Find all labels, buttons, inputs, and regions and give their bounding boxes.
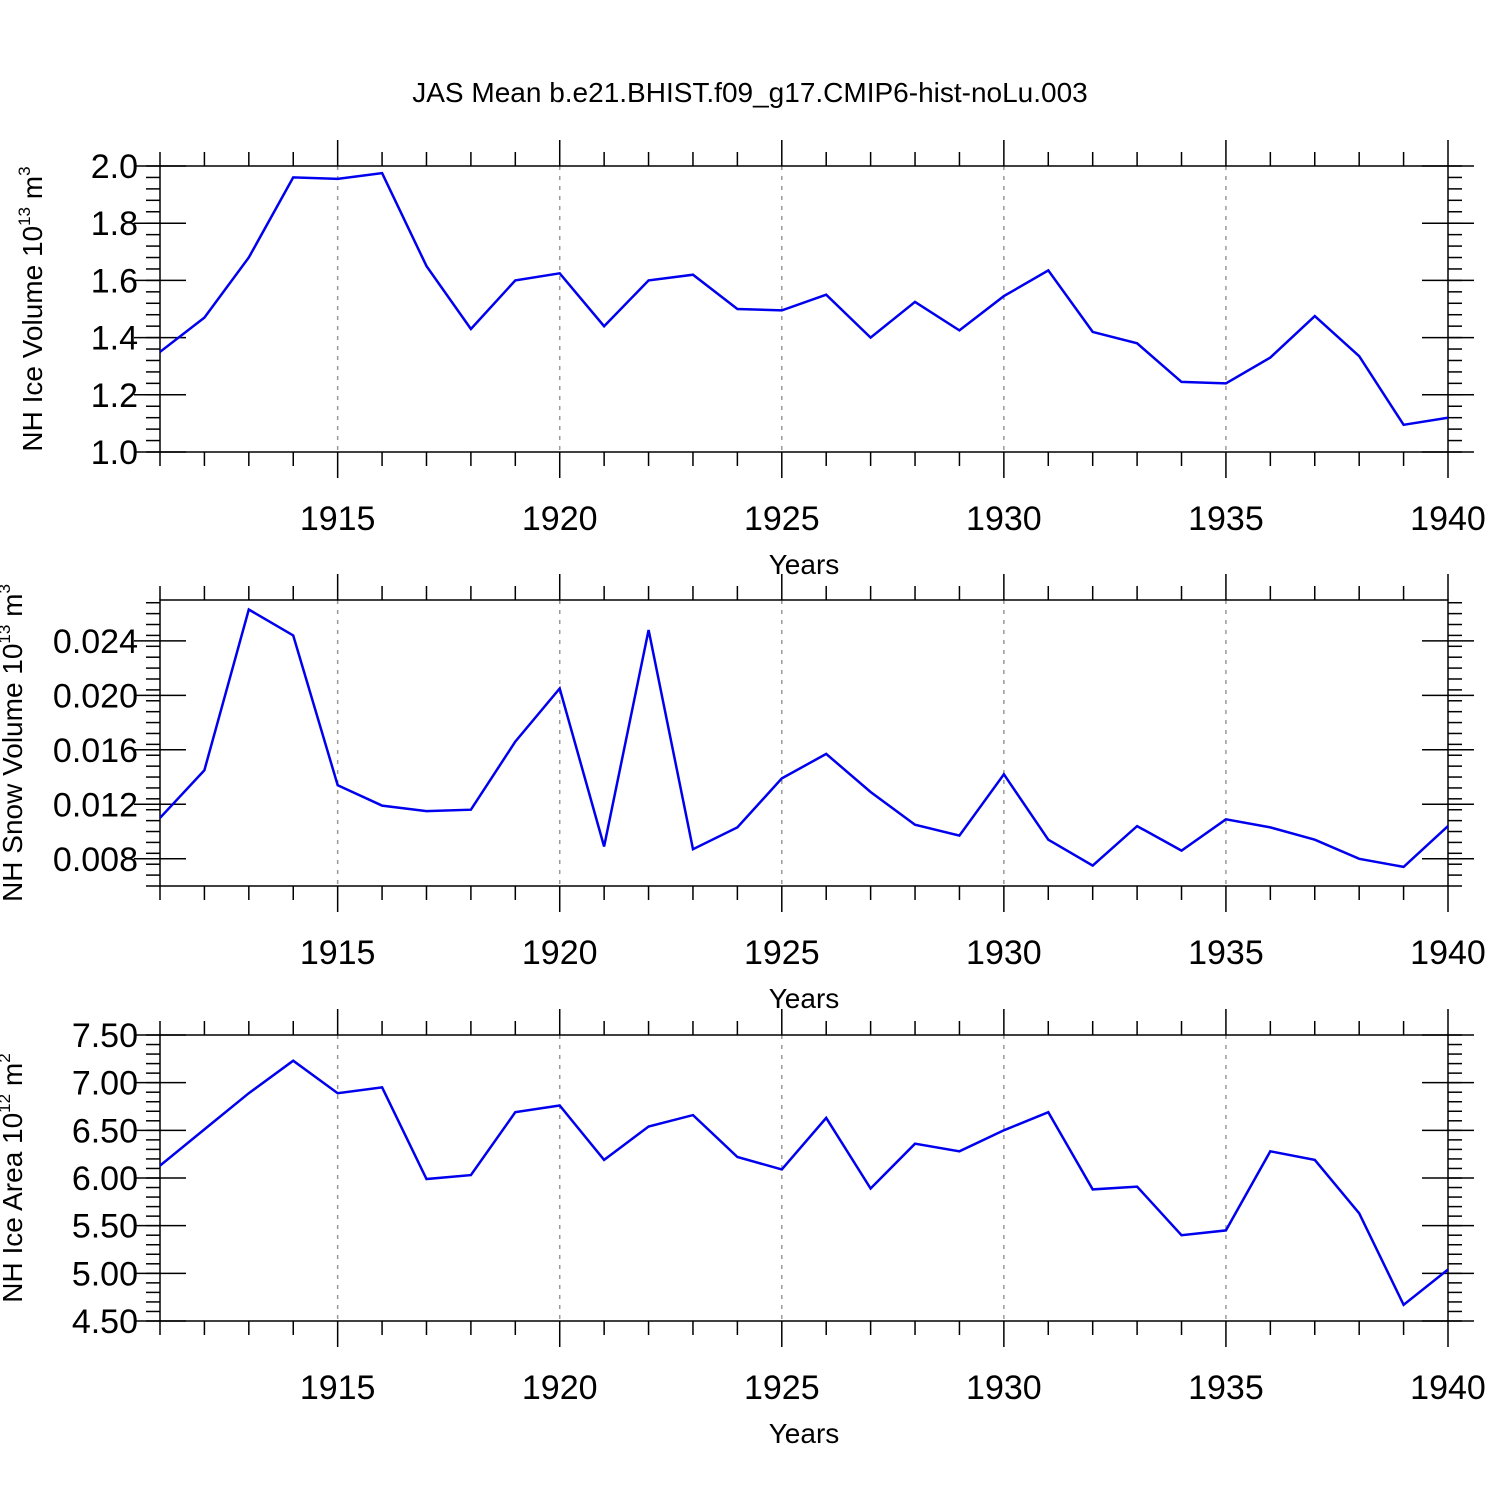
y-tick-label: 5.00 <box>72 1255 138 1293</box>
figure-title: JAS Mean b.e21.BHIST.f09_g17.CMIP6-hist-… <box>412 77 1088 108</box>
x-tick-label: 1920 <box>522 500 598 538</box>
y-tick-label: 7.00 <box>72 1065 138 1103</box>
x-tick-label: 1930 <box>966 934 1042 972</box>
y-axis-label: NH Snow Volume 1013 m3 <box>0 584 28 902</box>
x-axis-label: Years <box>769 549 840 580</box>
y-tick-label: 0.024 <box>53 623 138 661</box>
x-tick-label: 1935 <box>1188 934 1264 972</box>
y-axis-label: NH Ice Volume 1013 m3 <box>15 166 48 451</box>
x-tick-label: 1940 <box>1410 1369 1486 1407</box>
x-tick-label: 1935 <box>1188 500 1264 538</box>
y-tick-label: 1.0 <box>91 434 138 472</box>
plot-frame <box>159 165 1449 453</box>
x-tick-label: 1915 <box>300 1369 376 1407</box>
x-tick-label: 1930 <box>966 500 1042 538</box>
x-tick-label: 1925 <box>744 500 820 538</box>
series-line <box>160 171 1448 427</box>
panels: 1915 1920 1925 1930 1935 1940 Years 1.0 1.2 1.4 1.… <box>0 140 1486 1449</box>
y-tick-label: 1.4 <box>91 320 138 358</box>
x-axis-label: Years <box>769 983 840 1014</box>
y-tick-label: 1.2 <box>91 377 138 415</box>
y-tick-label: 1.8 <box>91 205 138 243</box>
x-tick-label: 1915 <box>300 500 376 538</box>
panel-2: 1915 1920 1925 1930 1935 1940 Years 0.008 0.012 0… <box>0 574 1486 1014</box>
y-tick-label: 0.016 <box>53 732 138 770</box>
x-tick-label: 1925 <box>744 1369 820 1407</box>
x-tick-label: 1920 <box>522 934 598 972</box>
y-tick-label: 7.50 <box>72 1017 138 1055</box>
x-tick-label: 1915 <box>300 934 376 972</box>
x-tick-label: 1940 <box>1410 500 1486 538</box>
y-tick-label: 5.50 <box>72 1208 138 1246</box>
series-line <box>160 607 1448 869</box>
y-tick-label: 0.020 <box>53 677 138 715</box>
plot-frame <box>159 599 1449 887</box>
y-tick-label: 2.0 <box>91 148 138 186</box>
series-line <box>160 1059 1448 1307</box>
x-tick-label: 1925 <box>744 934 820 972</box>
y-tick-label: 6.00 <box>72 1160 138 1198</box>
x-tick-label: 1935 <box>1188 1369 1264 1407</box>
y-axis-label: NH Ice Area 1012 m2 <box>0 1053 28 1302</box>
panel-3: 1915 1920 1925 1930 1935 1940 Years 4.50 5.00 5.5… <box>0 1009 1486 1449</box>
x-tick-label: 1930 <box>966 1369 1042 1407</box>
y-tick-label: 0.008 <box>53 841 138 879</box>
y-tick-label: 6.50 <box>72 1112 138 1150</box>
y-tick-label: 1.6 <box>91 262 138 300</box>
y-tick-label: 0.012 <box>53 786 138 824</box>
x-tick-label: 1940 <box>1410 934 1486 972</box>
x-tick-label: 1920 <box>522 1369 598 1407</box>
panel-1: 1915 1920 1925 1930 1935 1940 Years 1.0 1.2 1.4 1.… <box>15 140 1486 580</box>
y-tick-label: 4.50 <box>72 1303 138 1341</box>
x-axis-label: Years <box>769 1418 840 1449</box>
